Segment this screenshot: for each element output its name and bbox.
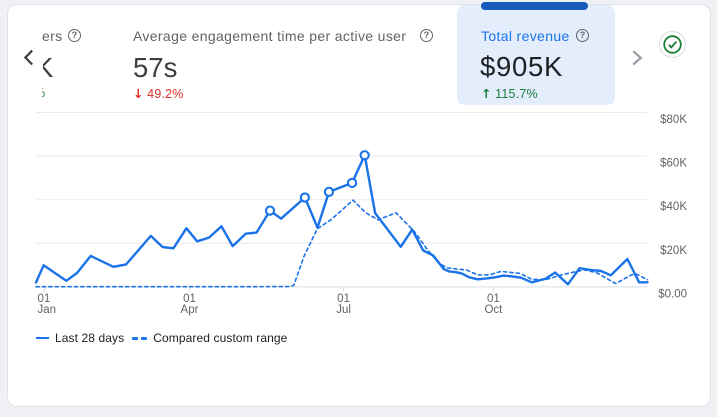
scorecard-partial-value: K [43,52,54,83]
series-dashed [35,199,649,288]
x-axis-label-day: 01 [183,293,196,305]
scorecards-scroll-left-button[interactable] [18,48,38,70]
y-axis-label: $20K [660,245,687,257]
data-point-marker[interactable] [359,150,370,161]
data-point-marker[interactable] [346,177,358,189]
y-axis-label: $60K [660,158,687,170]
chevron-left-icon [23,49,33,66]
x-axis-label-day: 01 [337,293,350,305]
chart-legend: Last 28 days Compared custom range [36,330,287,346]
data-point-marker[interactable] [323,186,335,198]
y-axis-label: $40K [660,201,687,213]
y-axis-label: $0.00 [658,288,687,300]
x-axis-label-month: Jul [336,304,351,316]
x-axis-label-month: Oct [484,304,503,316]
series-solid [34,153,649,286]
x-axis-label-month: Apr [181,304,199,316]
legend-solid-line-swatch [36,336,49,340]
scorecards-scroll-right-button[interactable] [627,48,647,70]
x-axis-label-day: 01 [38,293,51,305]
scorecard-delta: ↑ 115.7% [481,86,538,101]
help-icon[interactable]: ? [576,29,589,42]
arrow-down-icon: ↓ [133,86,144,101]
legend-label-last-28-days: Last 28 days [55,331,125,345]
x-axis-label-month: Jan [38,304,57,316]
y-axis-label: $80K [660,114,687,126]
help-icon[interactable]: ? [68,29,81,42]
scorecard-partial-label: ers [42,28,63,44]
arrow-up-icon: ↑ [481,86,492,101]
selected-scorecard-indicator [481,2,588,10]
legend-dashed-line-swatch [132,336,148,340]
x-axis-label-day: 01 [487,293,500,305]
scorecard-label: Total revenue [481,28,570,44]
data-point-marker[interactable] [264,205,276,216]
scorecard-partial-delta: % [42,86,47,100]
data-point-marker[interactable] [299,192,311,203]
scorecard-value: $905K [480,51,564,82]
check-circle-icon [659,31,686,58]
help-icon[interactable]: ? [420,29,433,42]
chevron-right-icon [632,49,643,65]
status-check-button[interactable] [659,31,686,58]
legend-label-compared-range: Compared custom range [153,331,288,345]
scorecard-label: Average engagement time per active user [133,28,407,44]
scorecard-value: 57s [133,52,178,83]
scorecard-delta: ↓ 49.2% [133,86,184,101]
selected-scorecard-background [457,5,615,105]
